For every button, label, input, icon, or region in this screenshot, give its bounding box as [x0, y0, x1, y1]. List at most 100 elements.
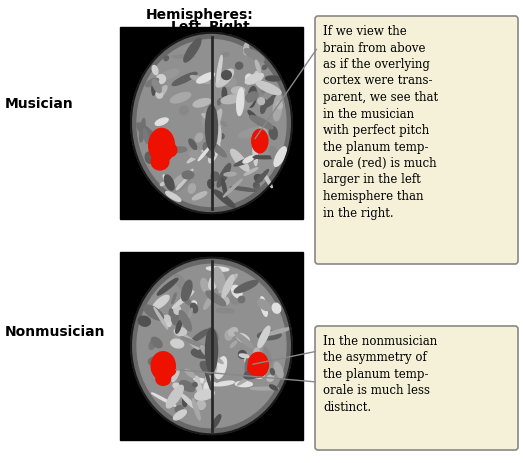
- Ellipse shape: [248, 87, 256, 108]
- Ellipse shape: [222, 88, 226, 102]
- Ellipse shape: [197, 401, 205, 409]
- Ellipse shape: [254, 170, 268, 187]
- Ellipse shape: [153, 295, 169, 309]
- Ellipse shape: [248, 353, 268, 377]
- Ellipse shape: [200, 346, 212, 358]
- Ellipse shape: [174, 328, 187, 336]
- Ellipse shape: [131, 34, 292, 214]
- Ellipse shape: [244, 44, 249, 56]
- Ellipse shape: [151, 154, 169, 170]
- Ellipse shape: [238, 128, 262, 138]
- Ellipse shape: [197, 401, 206, 409]
- Ellipse shape: [143, 129, 149, 144]
- Ellipse shape: [171, 339, 184, 348]
- Ellipse shape: [175, 406, 183, 413]
- Ellipse shape: [219, 134, 224, 139]
- Ellipse shape: [164, 365, 176, 376]
- Ellipse shape: [244, 369, 262, 379]
- Ellipse shape: [231, 150, 249, 172]
- Ellipse shape: [219, 275, 237, 293]
- Ellipse shape: [206, 292, 225, 306]
- Ellipse shape: [230, 188, 257, 192]
- Ellipse shape: [221, 123, 226, 127]
- Ellipse shape: [172, 293, 176, 304]
- Ellipse shape: [152, 338, 162, 348]
- Ellipse shape: [196, 376, 202, 397]
- Ellipse shape: [248, 364, 257, 373]
- Ellipse shape: [254, 175, 263, 182]
- Ellipse shape: [266, 77, 281, 82]
- Ellipse shape: [181, 281, 192, 301]
- Ellipse shape: [263, 347, 271, 366]
- Ellipse shape: [185, 369, 195, 378]
- Ellipse shape: [249, 347, 268, 360]
- Ellipse shape: [225, 330, 233, 340]
- Text: Left: Left: [171, 20, 202, 34]
- Ellipse shape: [140, 119, 145, 143]
- Bar: [120, 28, 303, 219]
- Ellipse shape: [166, 192, 181, 202]
- Ellipse shape: [207, 328, 218, 344]
- Ellipse shape: [263, 93, 281, 109]
- Ellipse shape: [182, 296, 191, 306]
- Ellipse shape: [254, 183, 259, 189]
- Ellipse shape: [253, 139, 257, 166]
- Ellipse shape: [235, 382, 252, 387]
- Ellipse shape: [192, 330, 209, 342]
- Ellipse shape: [237, 334, 249, 343]
- Ellipse shape: [185, 336, 199, 350]
- Ellipse shape: [214, 191, 235, 208]
- Ellipse shape: [255, 72, 262, 81]
- Ellipse shape: [237, 371, 258, 385]
- Ellipse shape: [184, 39, 201, 63]
- Ellipse shape: [137, 124, 157, 144]
- Ellipse shape: [256, 82, 281, 95]
- Ellipse shape: [208, 180, 213, 189]
- Ellipse shape: [219, 270, 221, 277]
- Ellipse shape: [245, 93, 258, 103]
- Ellipse shape: [203, 143, 214, 159]
- Ellipse shape: [149, 129, 175, 163]
- Ellipse shape: [255, 61, 260, 73]
- Ellipse shape: [234, 156, 259, 167]
- Ellipse shape: [263, 66, 267, 70]
- Bar: [120, 252, 303, 440]
- Ellipse shape: [189, 151, 205, 159]
- Ellipse shape: [181, 297, 187, 300]
- Ellipse shape: [269, 385, 278, 390]
- Ellipse shape: [187, 151, 204, 163]
- Ellipse shape: [245, 357, 250, 363]
- Ellipse shape: [208, 141, 226, 158]
- Text: Nonmusician: Nonmusician: [5, 324, 106, 338]
- Text: Right: Right: [209, 20, 251, 34]
- Ellipse shape: [163, 175, 172, 189]
- Ellipse shape: [164, 57, 168, 62]
- Ellipse shape: [156, 373, 170, 386]
- Ellipse shape: [176, 170, 193, 190]
- Ellipse shape: [201, 279, 209, 293]
- Ellipse shape: [203, 295, 213, 310]
- Ellipse shape: [203, 365, 217, 388]
- Ellipse shape: [169, 309, 179, 325]
- Ellipse shape: [181, 394, 196, 409]
- Ellipse shape: [161, 183, 164, 186]
- Ellipse shape: [175, 275, 186, 290]
- Ellipse shape: [218, 100, 221, 106]
- Ellipse shape: [149, 357, 161, 366]
- Ellipse shape: [144, 306, 164, 320]
- Ellipse shape: [244, 50, 264, 63]
- Ellipse shape: [137, 40, 286, 207]
- Text: Musician: Musician: [5, 97, 74, 111]
- Ellipse shape: [234, 281, 258, 293]
- Ellipse shape: [224, 173, 236, 177]
- Ellipse shape: [215, 357, 226, 379]
- Point: [208, 259, 214, 265]
- Ellipse shape: [222, 54, 229, 57]
- Ellipse shape: [157, 279, 178, 295]
- Ellipse shape: [235, 332, 254, 349]
- Ellipse shape: [203, 363, 211, 390]
- Ellipse shape: [137, 265, 286, 428]
- Ellipse shape: [235, 63, 243, 70]
- Ellipse shape: [248, 111, 262, 126]
- Ellipse shape: [260, 100, 267, 114]
